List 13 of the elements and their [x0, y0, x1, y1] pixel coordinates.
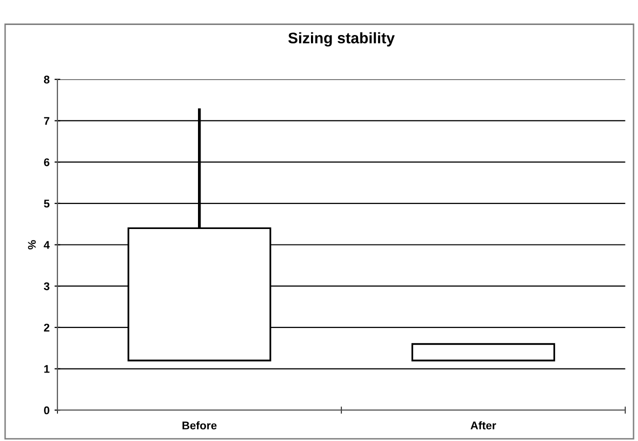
x-tick-label: After [470, 421, 496, 430]
y-tick-label: 4 [44, 241, 50, 249]
y-tick-label: 5 [44, 200, 50, 208]
y-axis-title: % [28, 240, 36, 250]
y-tick-label: 7 [44, 117, 50, 125]
x-tick-label: Before [182, 421, 217, 430]
y-tick-label: 1 [44, 365, 50, 373]
y-tick-label: 6 [44, 158, 50, 166]
chart-title: Sizing stability [288, 32, 395, 47]
y-tick-label: 2 [44, 324, 50, 332]
y-tick-label: 8 [44, 76, 50, 84]
y-tick-label: 0 [44, 406, 50, 414]
y-tick-label: 3 [44, 282, 50, 290]
